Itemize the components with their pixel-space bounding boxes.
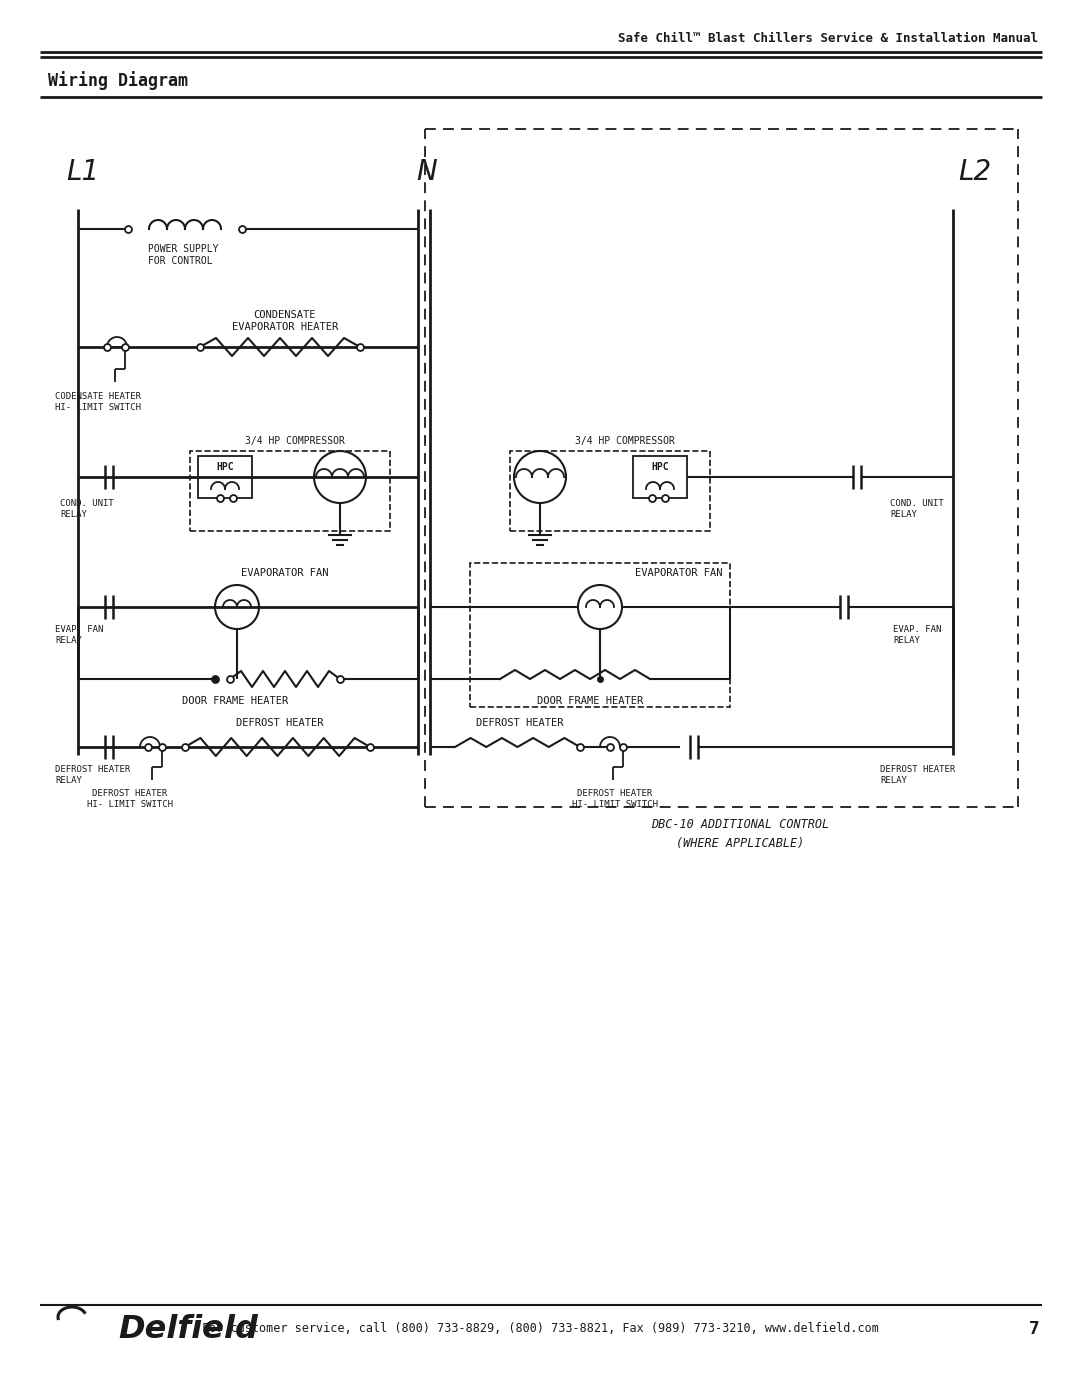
Text: 3/4 HP COMPRESSOR: 3/4 HP COMPRESSOR bbox=[245, 436, 345, 446]
Text: L2: L2 bbox=[958, 158, 991, 186]
Text: EVAPORATOR FAN: EVAPORATOR FAN bbox=[635, 569, 723, 578]
Text: POWER SUPPLY
FOR CONTROL: POWER SUPPLY FOR CONTROL bbox=[148, 244, 218, 265]
Text: 7: 7 bbox=[1029, 1320, 1040, 1338]
Text: HPC: HPC bbox=[216, 462, 233, 472]
Text: Safe Chill™ Blast Chillers Service & Installation Manual: Safe Chill™ Blast Chillers Service & Ins… bbox=[618, 32, 1038, 46]
Text: For customer service, call (800) 733-8829, (800) 733-8821, Fax (989) 773-3210, w: For customer service, call (800) 733-882… bbox=[202, 1323, 878, 1336]
Bar bbox=[633, 455, 687, 497]
Text: EVAP. FAN
RELAY: EVAP. FAN RELAY bbox=[55, 626, 104, 644]
Text: L1: L1 bbox=[66, 158, 99, 186]
Text: N: N bbox=[416, 158, 436, 186]
Bar bbox=[190, 451, 390, 531]
Text: HPC: HPC bbox=[651, 462, 669, 472]
Text: DEFROST HEATER
RELAY: DEFROST HEATER RELAY bbox=[880, 766, 955, 785]
Text: DEFROST HEATER
HI- LIMIT SWITCH: DEFROST HEATER HI- LIMIT SWITCH bbox=[87, 789, 173, 809]
Text: COND. UNIT
RELAY: COND. UNIT RELAY bbox=[890, 499, 944, 518]
Text: DBC-10 ADDITIONAL CONTROL: DBC-10 ADDITIONAL CONTROL bbox=[651, 819, 829, 831]
Text: COND. UNIT
RELAY: COND. UNIT RELAY bbox=[60, 499, 113, 518]
Text: DEFROST HEATER: DEFROST HEATER bbox=[476, 718, 564, 728]
Text: CODENSATE HEATER
HI- LIMIT SWITCH: CODENSATE HEATER HI- LIMIT SWITCH bbox=[55, 393, 141, 412]
Bar bbox=[510, 451, 710, 531]
Text: Delfield: Delfield bbox=[118, 1313, 258, 1344]
Text: (WHERE APPLICABLE): (WHERE APPLICABLE) bbox=[676, 837, 805, 851]
Bar bbox=[470, 563, 730, 707]
Text: 3/4 HP COMPRESSOR: 3/4 HP COMPRESSOR bbox=[575, 436, 675, 446]
Text: EVAP. FAN
RELAY: EVAP. FAN RELAY bbox=[893, 626, 942, 644]
Bar bbox=[198, 455, 252, 497]
Text: DOOR FRAME HEATER: DOOR FRAME HEATER bbox=[537, 696, 643, 705]
Text: DOOR FRAME HEATER: DOOR FRAME HEATER bbox=[181, 696, 288, 705]
Text: DEFROST HEATER: DEFROST HEATER bbox=[237, 718, 324, 728]
Text: DEFROST HEATER
RELAY: DEFROST HEATER RELAY bbox=[55, 766, 131, 785]
Text: Wiring Diagram: Wiring Diagram bbox=[48, 71, 188, 91]
Text: EVAPORATOR FAN: EVAPORATOR FAN bbox=[241, 569, 328, 578]
Text: DEFROST HEATER
HI- LIMIT SWITCH: DEFROST HEATER HI- LIMIT SWITCH bbox=[572, 789, 658, 809]
Text: CONDENSATE
EVAPORATOR HEATER: CONDENSATE EVAPORATOR HEATER bbox=[232, 310, 338, 332]
